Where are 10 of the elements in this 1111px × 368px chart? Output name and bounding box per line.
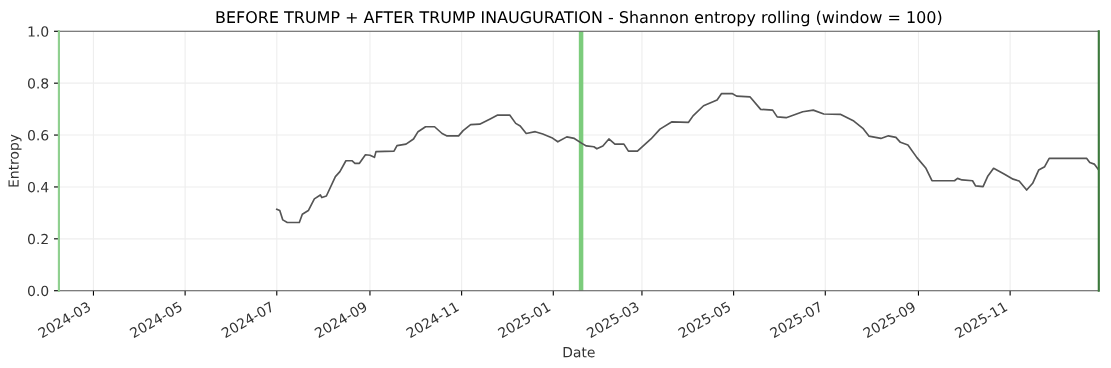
y-tick-label: 0.6 [27, 130, 49, 141]
y-tick-label: 1.0 [28, 26, 49, 37]
y-tick-label: 0.2 [27, 233, 48, 245]
chart-title: BEFORE TRUMP + AFTER TRUMP INAUGURATION - Shannon entropy rolling (window = 100) [216, 10, 942, 27]
y-tick-label: 0.8 [27, 78, 49, 89]
x-axis-title: Date [563, 347, 595, 358]
y-tick-label: 0.4 [27, 181, 49, 193]
line-series [275, 92, 1099, 224]
y-axis-title: Entropy [8, 134, 22, 187]
y-tick-label: 0.0 [27, 285, 49, 297]
